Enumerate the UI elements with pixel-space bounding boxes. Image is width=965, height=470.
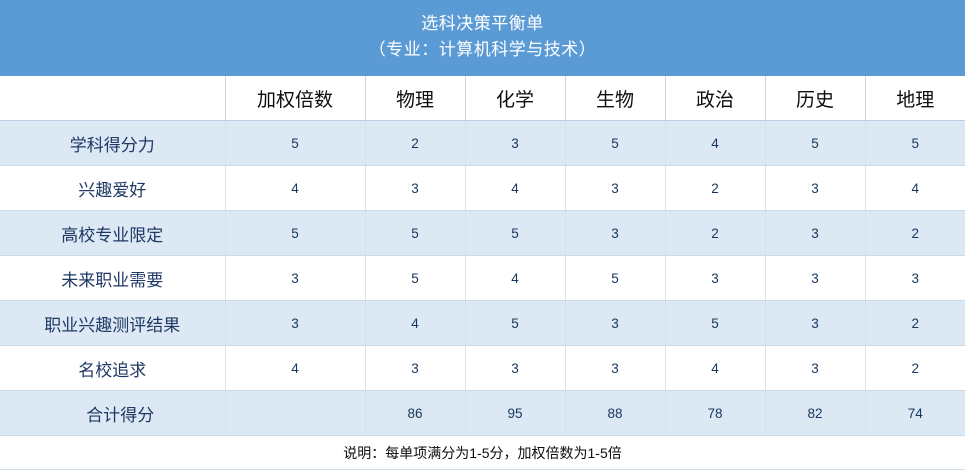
cell-geography: 5 [865, 120, 965, 166]
cell-physics: 2 [365, 120, 466, 166]
title-banner-row: 选科决策平衡单 （专业：计算机科学与技术） [0, 0, 965, 76]
cell-biology: 3 [565, 165, 666, 211]
title-banner-cell: 选科决策平衡单 （专业：计算机科学与技术） [0, 0, 965, 76]
table-row: 兴趣爱好 4 3 4 3 2 3 4 [0, 165, 965, 211]
cell-history: 3 [765, 165, 866, 211]
row-weight: 4 [225, 165, 366, 211]
cell-physics: 5 [365, 210, 466, 256]
cell-biology: 3 [565, 300, 666, 346]
cell-politics: 2 [665, 165, 766, 211]
cell-politics: 4 [665, 345, 766, 391]
cell-biology: 5 [565, 255, 666, 301]
cell-chemistry: 4 [465, 165, 566, 211]
cell-chemistry: 5 [465, 210, 566, 256]
cell-history: 3 [765, 300, 866, 346]
title-main: 选科决策平衡单 [421, 13, 544, 33]
total-biology: 88 [565, 390, 666, 436]
header-cell-politics: 政治 [665, 76, 766, 121]
row-label: 名校追求 [0, 345, 226, 391]
cell-politics: 5 [665, 300, 766, 346]
header-cell-blank [0, 76, 226, 121]
cell-politics: 3 [665, 255, 766, 301]
cell-history: 5 [765, 120, 866, 166]
row-weight: 5 [225, 210, 366, 256]
row-label: 未来职业需要 [0, 255, 226, 301]
cell-geography: 2 [865, 345, 965, 391]
cell-chemistry: 4 [465, 255, 566, 301]
cell-politics: 2 [665, 210, 766, 256]
cell-geography: 4 [865, 165, 965, 211]
total-geography: 74 [865, 390, 965, 436]
row-label: 高校专业限定 [0, 210, 226, 256]
header-cell-chemistry: 化学 [465, 76, 566, 121]
cell-politics: 4 [665, 120, 766, 166]
row-weight: 5 [225, 120, 366, 166]
row-label: 兴趣爱好 [0, 165, 226, 211]
title-subtitle: （专业：计算机科学与技术） [368, 40, 597, 59]
cell-chemistry: 3 [465, 345, 566, 391]
cell-chemistry: 5 [465, 300, 566, 346]
total-history: 82 [765, 390, 866, 436]
cell-physics: 4 [365, 300, 466, 346]
total-physics: 86 [365, 390, 466, 436]
row-label: 职业兴趣测评结果 [0, 300, 226, 346]
row-weight: 3 [225, 300, 366, 346]
table-row: 高校专业限定 5 5 5 3 2 3 2 [0, 210, 965, 256]
row-weight: 3 [225, 255, 366, 301]
table-header-row: 加权倍数 物理 化学 生物 政治 历史 地理 [0, 76, 965, 121]
cell-biology: 3 [565, 210, 666, 256]
total-chemistry: 95 [465, 390, 566, 436]
row-label: 学科得分力 [0, 120, 226, 166]
total-politics: 78 [665, 390, 766, 436]
cell-biology: 3 [565, 345, 666, 391]
total-label: 合计得分 [0, 390, 226, 436]
table-row: 名校追求 4 3 3 3 4 3 2 [0, 345, 965, 391]
total-row: 合计得分 86 95 88 78 82 74 [0, 390, 965, 436]
footnote-row: 说明：每单项满分为1-5分，加权倍数为1-5倍 [0, 435, 965, 470]
header-cell-physics: 物理 [365, 76, 466, 121]
cell-history: 3 [765, 210, 866, 256]
header-cell-history: 历史 [765, 76, 866, 121]
header-cell-geography: 地理 [865, 76, 965, 121]
table-row: 学科得分力 5 2 3 5 4 5 5 [0, 120, 965, 166]
cell-biology: 5 [565, 120, 666, 166]
cell-physics: 3 [365, 165, 466, 211]
cell-physics: 3 [365, 345, 466, 391]
header-cell-weight: 加权倍数 [225, 76, 366, 121]
cell-geography: 2 [865, 210, 965, 256]
footnote-text: 说明：每单项满分为1-5分，加权倍数为1-5倍 [0, 435, 965, 470]
cell-chemistry: 3 [465, 120, 566, 166]
cell-geography: 2 [865, 300, 965, 346]
row-weight: 4 [225, 345, 366, 391]
cell-physics: 5 [365, 255, 466, 301]
total-weight [225, 390, 366, 436]
table-row: 未来职业需要 3 5 4 5 3 3 3 [0, 255, 965, 301]
cell-history: 3 [765, 345, 866, 391]
header-cell-biology: 生物 [565, 76, 666, 121]
cell-geography: 3 [865, 255, 965, 301]
table-row: 职业兴趣测评结果 3 4 5 3 5 3 2 [0, 300, 965, 346]
cell-history: 3 [765, 255, 866, 301]
